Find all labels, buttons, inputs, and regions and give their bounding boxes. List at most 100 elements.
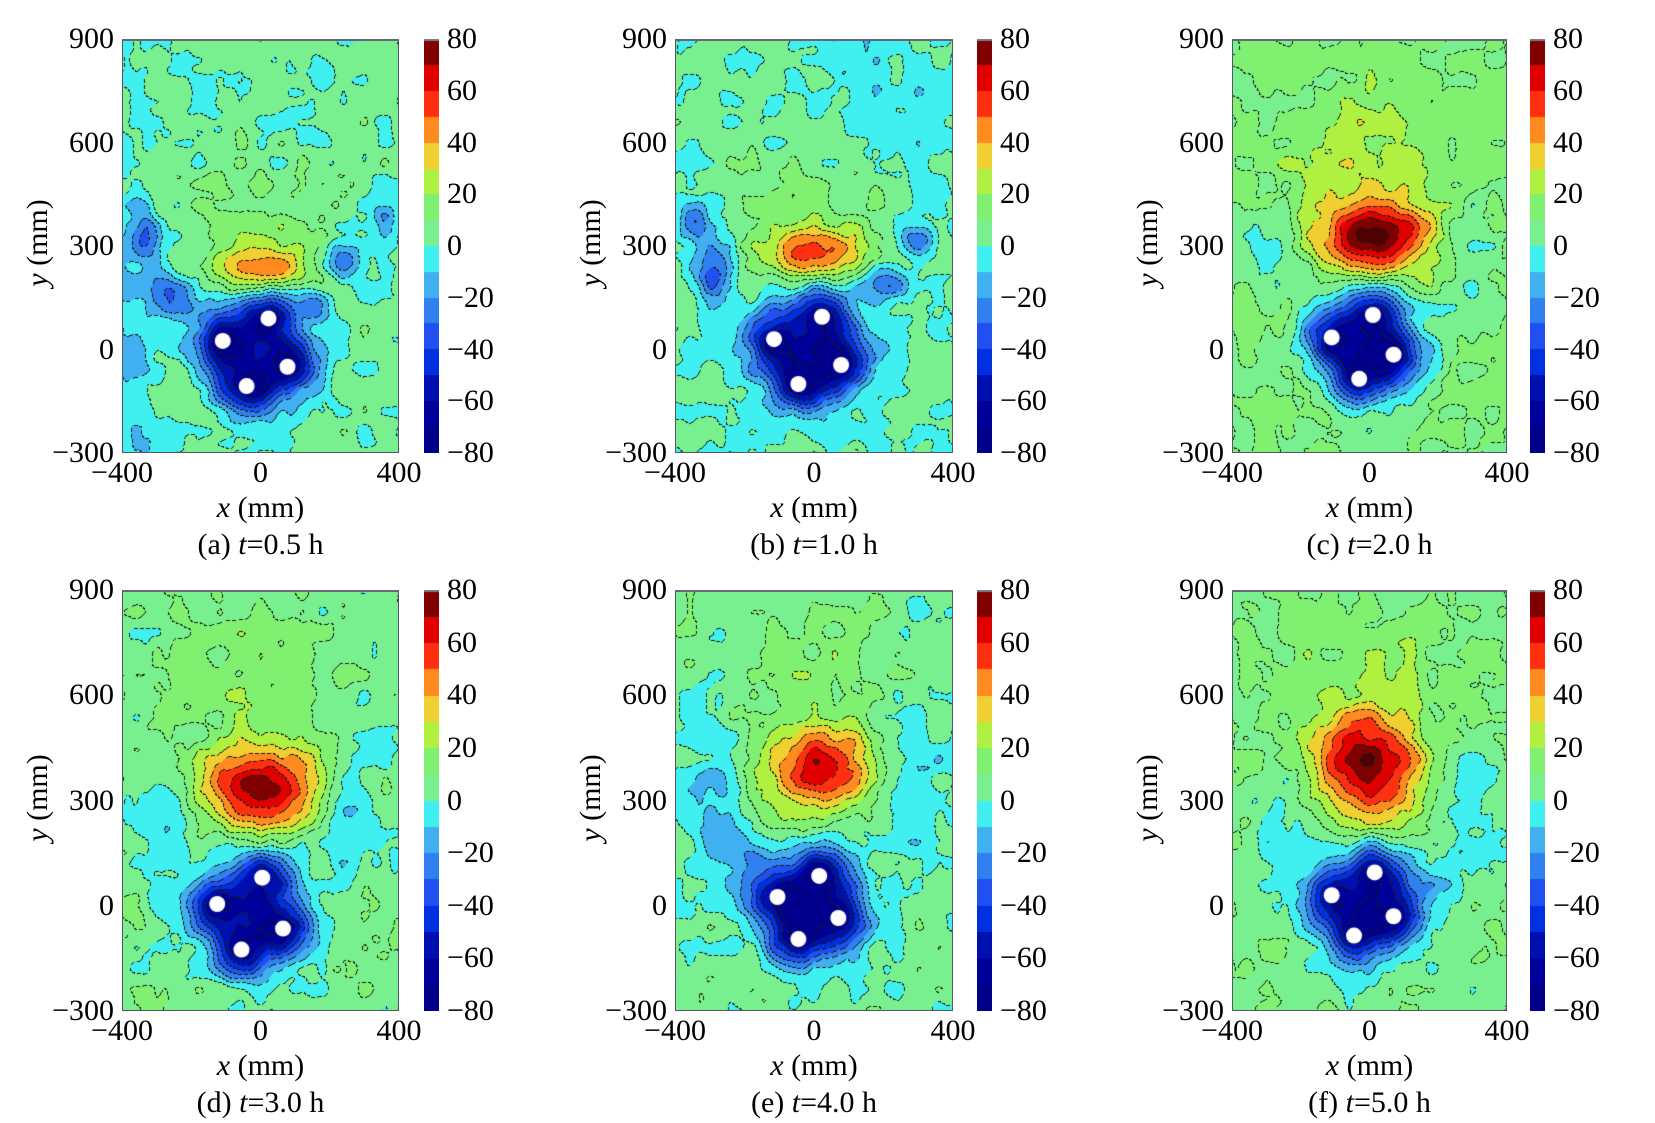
contour-plot <box>675 590 953 1011</box>
y-tick-label: −300 <box>1162 436 1224 469</box>
x-axis-label: x (mm) <box>1220 1051 1520 1081</box>
caption-prefix: (f) <box>1308 1086 1346 1119</box>
colorbar-tick-label: −20 <box>1553 280 1600 314</box>
caption-var: t <box>791 1086 801 1119</box>
contour-plot <box>122 590 399 1011</box>
colorbar-tick-label: 80 <box>1553 573 1583 606</box>
panel-caption: (e) t=4.0 h <box>654 1088 974 1118</box>
colorbar-tick-label: 20 <box>1553 177 1583 211</box>
colorbar-tick-label: 20 <box>1553 730 1583 764</box>
y-tick-label: 600 <box>69 125 114 159</box>
x-axis-var: x <box>770 1049 784 1082</box>
x-tick-label: 400 <box>930 456 976 489</box>
colorbar-tick-label: 60 <box>447 625 477 659</box>
y-tick-label: 900 <box>1179 573 1224 606</box>
colorbar-tick-label: −40 <box>1000 332 1047 366</box>
x-axis-label: x (mm) <box>664 1051 964 1081</box>
caption-prefix: (d) <box>196 1086 240 1119</box>
y-axis-var: y <box>574 827 607 842</box>
y-tick-label: 0 <box>1209 888 1224 922</box>
caption-prefix: (e) <box>750 1086 792 1119</box>
y-tick-label: 0 <box>1209 332 1224 366</box>
x-tick-label: −400 <box>644 456 706 489</box>
x-tick-label: 0 <box>253 456 268 489</box>
colorbar-tick-label: −80 <box>1000 994 1047 1027</box>
caption-value: =3.0 h <box>247 1086 325 1119</box>
x-axis-unit: (mm) <box>230 1049 305 1082</box>
x-axis-unit: (mm) <box>1339 1049 1414 1082</box>
colorbar-tick-label: −80 <box>447 994 494 1027</box>
y-tick-label: 300 <box>622 229 667 262</box>
colorbar <box>424 39 439 453</box>
colorbar-tick-label: 80 <box>1000 22 1030 55</box>
x-axis-unit: (mm) <box>230 491 305 524</box>
colorbar-tick-label: 40 <box>1000 678 1030 712</box>
x-axis-unit: (mm) <box>783 1049 858 1082</box>
colorbar-tick-label: −60 <box>447 941 494 975</box>
y-axis-var: y <box>21 827 54 842</box>
colorbar <box>1530 590 1545 1011</box>
colorbar-tick-label: 20 <box>447 730 477 764</box>
panel-caption: (b) t=1.0 h <box>654 530 974 560</box>
colorbar-tick-label: 40 <box>447 125 477 159</box>
colorbar-tick-label: 40 <box>447 678 477 712</box>
y-axis-var: y <box>21 273 54 287</box>
y-axis-var: y <box>1131 273 1164 287</box>
colorbar-tick-label: 20 <box>1000 730 1030 764</box>
x-tick-label: 0 <box>1362 1014 1377 1047</box>
colorbar-tick-label: −60 <box>1553 941 1600 975</box>
colorbar-tick-label: 60 <box>1553 73 1583 107</box>
y-tick-label: −300 <box>605 436 667 469</box>
colorbar-tick-label: −20 <box>447 836 494 870</box>
colorbar-tick-label: −60 <box>1000 941 1047 975</box>
panel-caption: (d) t=3.0 h <box>101 1088 421 1118</box>
y-tick-label: 300 <box>69 229 114 262</box>
contour-plot <box>122 39 399 453</box>
colorbar-tick-label: −40 <box>447 888 494 922</box>
colorbar-tick-label: 40 <box>1000 125 1030 159</box>
caption-var: t <box>238 528 247 561</box>
y-tick-label: −300 <box>605 994 667 1027</box>
caption-var: t <box>1345 1086 1354 1119</box>
colorbar-tick-label: 0 <box>1553 229 1568 262</box>
y-tick-label: 900 <box>69 573 114 606</box>
caption-value: =0.5 h <box>246 528 324 561</box>
x-axis-unit: (mm) <box>783 491 858 524</box>
colorbar-tick-label: 60 <box>1553 625 1583 659</box>
colorbar-tick-label: 20 <box>447 177 477 211</box>
colorbar-tick-label: 20 <box>1000 177 1030 211</box>
x-tick-label: 0 <box>806 456 822 489</box>
x-tick-label: −400 <box>1201 456 1263 489</box>
colorbar-tick-label: 0 <box>1553 783 1568 817</box>
caption-prefix: (b) <box>750 528 793 561</box>
y-tick-label: 600 <box>69 678 114 712</box>
panel-caption: (a) t=0.5 h <box>101 530 421 560</box>
colorbar-tick-label: 40 <box>1553 678 1583 712</box>
caption-value: =4.0 h <box>800 1086 878 1119</box>
colorbar-tick-label: −40 <box>447 332 494 366</box>
x-tick-label: −400 <box>644 1014 706 1047</box>
x-tick-label: −400 <box>91 1014 153 1047</box>
colorbar-tick-label: −80 <box>1553 994 1600 1027</box>
colorbar-tick-label: −20 <box>1553 836 1600 870</box>
x-tick-label: −400 <box>1201 1014 1263 1047</box>
colorbar-tick-label: 0 <box>447 229 462 262</box>
y-tick-label: 0 <box>99 888 114 922</box>
colorbar-tick-label: 80 <box>447 22 477 55</box>
panel-caption: (c) t=2.0 h <box>1210 530 1530 560</box>
x-axis-unit: (mm) <box>1339 491 1414 524</box>
colorbar-tick-label: 0 <box>1000 783 1015 817</box>
x-axis-var: x <box>1325 1049 1340 1082</box>
colorbar-tick-label: −60 <box>1553 384 1600 418</box>
x-axis-var: x <box>216 1049 231 1082</box>
x-axis-var: x <box>770 491 784 524</box>
colorbar-tick-label: −20 <box>1000 280 1047 314</box>
x-axis-var: x <box>1325 491 1340 524</box>
caption-value: =1.0 h <box>800 528 878 561</box>
y-tick-label: 300 <box>1179 229 1224 262</box>
colorbar-tick-label: −20 <box>1000 836 1047 870</box>
colorbar <box>977 39 992 453</box>
colorbar-tick-label: 80 <box>1000 573 1030 606</box>
y-tick-label: −300 <box>1162 994 1224 1027</box>
colorbar-tick-label: 80 <box>1553 22 1583 55</box>
